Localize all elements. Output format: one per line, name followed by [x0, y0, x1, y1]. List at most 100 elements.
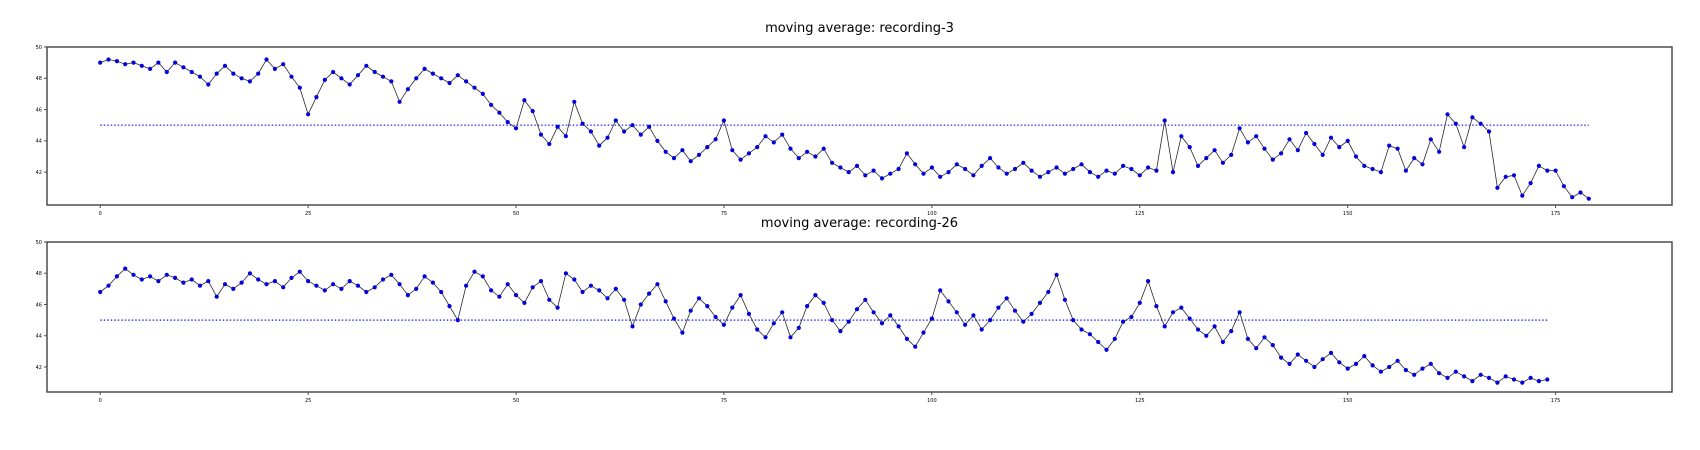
data-point [98, 289, 103, 295]
data-point [671, 316, 677, 321]
y-tick-label: 42 [36, 365, 42, 371]
data-point [1012, 308, 1018, 313]
data-point [1378, 369, 1383, 374]
data-point [1312, 364, 1317, 370]
data-point [730, 148, 735, 153]
data-point [106, 283, 111, 288]
data-point [696, 152, 702, 157]
x-tick-label: 125 [1135, 211, 1145, 217]
data-point [1403, 368, 1408, 373]
data-point [655, 282, 660, 287]
data-point [455, 318, 460, 323]
data-point [605, 296, 610, 301]
data-point [1154, 304, 1159, 309]
data-point [746, 311, 752, 316]
data-point [1187, 316, 1192, 321]
data-point [805, 149, 810, 154]
data-point [355, 73, 361, 78]
y-axis: 42 44 46 48 50 [36, 240, 47, 371]
y-tick-label: 50 [36, 240, 42, 246]
data-point [929, 316, 935, 321]
data-point [114, 59, 119, 64]
data-point [181, 65, 186, 70]
y-tick-label: 48 [36, 271, 42, 277]
data-point [314, 283, 319, 288]
data-point [439, 76, 444, 81]
data-point [306, 279, 311, 284]
data-point [1520, 380, 1525, 385]
data-point [1279, 355, 1284, 360]
data-point [1486, 129, 1492, 134]
data-point [1104, 347, 1109, 352]
data-markers [98, 57, 1591, 201]
data-point [1079, 327, 1084, 332]
data-point [1586, 196, 1591, 201]
data-point [730, 305, 735, 310]
data-point [821, 146, 826, 151]
data-point [555, 305, 560, 310]
data-point [1536, 379, 1541, 384]
data-point [1104, 168, 1109, 173]
data-point [1462, 145, 1467, 150]
data-point [954, 310, 959, 315]
data-point [655, 138, 660, 143]
data-point [1212, 148, 1217, 153]
data-point [1345, 138, 1350, 143]
x-tick-label: 0 [99, 398, 102, 404]
data-point [1179, 134, 1184, 139]
data-point [1079, 162, 1084, 167]
data-point [1021, 160, 1026, 165]
data-point [888, 313, 893, 318]
data-point [572, 277, 577, 282]
data-point [1287, 137, 1292, 142]
data-point [472, 85, 477, 90]
plot-frame [46, 46, 1673, 206]
data-point [1004, 296, 1009, 301]
data-point [1204, 333, 1209, 338]
data-point [1237, 310, 1242, 315]
data-point [622, 297, 627, 302]
data-point [297, 85, 302, 90]
data-point [405, 293, 410, 298]
data-point [1029, 311, 1034, 316]
data-point [1129, 166, 1134, 172]
data-point [1129, 314, 1134, 320]
data-point [455, 73, 460, 78]
data-point [1511, 173, 1517, 178]
data-point [489, 102, 494, 107]
data-point [1412, 156, 1417, 161]
data-point [1096, 339, 1101, 345]
x-tick-label: 125 [1135, 398, 1145, 404]
data-point [771, 140, 776, 145]
data-point [904, 336, 910, 341]
data-point [1470, 379, 1475, 384]
data-point [1154, 168, 1159, 173]
data-point [713, 314, 718, 320]
data-point [613, 118, 618, 123]
data-point [114, 274, 119, 279]
data-point [863, 173, 868, 178]
data-markers [98, 266, 1550, 385]
data-point [796, 325, 801, 330]
data-point [256, 277, 261, 282]
data-point [746, 151, 752, 156]
data-point [663, 149, 668, 154]
data-point [414, 286, 419, 291]
data-point [605, 135, 610, 140]
data-point [1170, 170, 1176, 175]
data-point [206, 82, 211, 87]
data-point [231, 71, 236, 76]
data-point [896, 324, 901, 329]
data-point [480, 274, 485, 279]
data-point [522, 300, 527, 305]
data-point [1536, 163, 1541, 168]
data-point [281, 285, 286, 290]
data-point [572, 99, 577, 104]
data-point [297, 269, 302, 274]
data-point [879, 176, 885, 181]
data-point [538, 279, 544, 284]
data-point [1146, 165, 1151, 170]
data-point [1220, 160, 1225, 165]
figure-recording-3: moving average: recording-3 42 44 46 48 50 0 2… [36, 21, 1673, 217]
data-point [938, 288, 943, 293]
